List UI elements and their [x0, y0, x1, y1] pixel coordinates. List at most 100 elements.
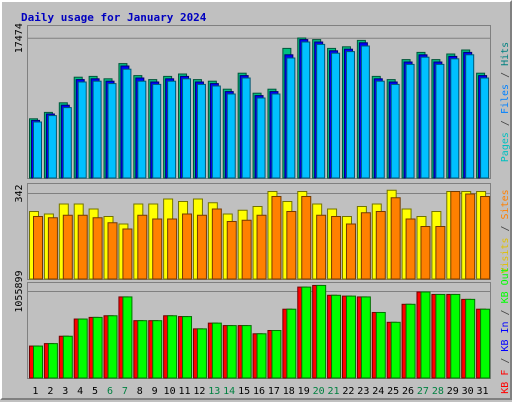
x-tick-label: 19: [298, 386, 310, 397]
bar-middle-sites-20: [316, 214, 327, 280]
bar-top-pages-26: [405, 63, 415, 179]
x-tick-label: 24: [372, 386, 384, 397]
x-tick-label: 26: [402, 386, 414, 397]
bar-top-pages-24: [375, 80, 385, 179]
bar-top-pages-18: [286, 57, 296, 179]
x-tick-label: 29: [447, 386, 459, 397]
legend-entry: Sites: [500, 189, 511, 219]
bar-top-pages-14: [226, 93, 236, 179]
legend-entry: /: [500, 303, 511, 321]
bar-bottom-kb-out-10: [167, 315, 178, 379]
bar-top-pages-2: [47, 115, 57, 179]
bar-top-pages-28: [435, 63, 445, 179]
bar-bottom-kb-out-14: [226, 325, 237, 379]
bar-bottom-kb-out-29: [450, 293, 461, 379]
legend-entry: KB Out: [500, 267, 511, 303]
bar-top-pages-22: [345, 51, 355, 179]
x-tick-label: 27: [417, 386, 429, 397]
bar-bottom-kb-out-7: [122, 296, 133, 379]
bar-top-pages-10: [167, 80, 177, 179]
bar-middle-sites-31: [480, 196, 491, 280]
legend-entry: Pages: [500, 132, 511, 162]
bar-bottom-kb-out-21: [331, 294, 342, 379]
bar-middle-sites-21: [331, 216, 342, 280]
chart-title: Daily usage for January 2024: [21, 11, 207, 24]
bar-middle-sites-1: [33, 216, 43, 280]
bar-bottom-kb-out-26: [405, 303, 416, 379]
bar-top-pages-16: [256, 97, 266, 179]
bar-middle-sites-26: [405, 218, 416, 280]
x-tick-label: 5: [92, 386, 98, 397]
bar-top-pages-27: [420, 56, 430, 179]
max-label-bottom: 1055899: [14, 270, 25, 312]
bar-middle-sites-10: [167, 218, 178, 280]
bar-middle-sites-3: [62, 214, 73, 280]
x-tick-label: 14: [223, 386, 235, 397]
x-tick-label: 22: [342, 386, 354, 397]
legend-entry: Visits: [500, 238, 511, 274]
legend-entry: /: [500, 66, 511, 84]
bar-middle-sites-7: [122, 228, 133, 280]
max-label-middle: 342: [14, 184, 25, 202]
panel-border-bottom: [27, 282, 491, 379]
bar-middle-sites-30: [465, 193, 476, 280]
legend-entry: KB F: [500, 370, 511, 394]
bar-middle-sites-13: [211, 208, 222, 280]
x-tick-label: 11: [178, 386, 190, 397]
x-tick-label: 16: [253, 386, 265, 397]
x-tick-label: 6: [107, 386, 113, 397]
bar-top-pages-12: [196, 83, 206, 179]
x-tick-label: 3: [62, 386, 68, 397]
bar-middle-sites-22: [345, 223, 356, 280]
x-tick-label: 18: [283, 386, 295, 397]
bar-middle-sites-2: [47, 217, 58, 280]
x-tick-label: 23: [357, 386, 369, 397]
bar-top-pages-19: [301, 41, 311, 179]
x-tick-label: 28: [432, 386, 444, 397]
bar-middle-sites-6: [107, 222, 118, 280]
bar-bottom-kb-out-16: [256, 333, 267, 379]
bar-top-pages-30: [465, 54, 475, 179]
x-tick-label: 12: [193, 386, 205, 397]
x-tick-label: 21: [327, 386, 339, 397]
bar-bottom-kb-out-27: [420, 291, 431, 379]
bar-bottom-kb-out-24: [375, 311, 386, 379]
x-tick-label: 25: [387, 386, 399, 397]
legend-entry: /: [500, 352, 511, 370]
bar-top-pages-15: [241, 77, 251, 179]
x-tick-label: 1: [32, 386, 38, 397]
bar-bottom-kb-out-22: [345, 295, 356, 379]
bar-top-pages-25: [390, 83, 400, 179]
x-tick-label: 15: [238, 386, 250, 397]
bar-top-pages-3: [62, 107, 72, 179]
side-label-top: Pages / Files / Hits: [500, 42, 511, 162]
bar-top-pages-20: [316, 43, 326, 179]
bar-top-pages-13: [211, 85, 221, 179]
bar-middle-sites-27: [420, 226, 431, 280]
bar-top-pages-6: [107, 83, 117, 179]
bar-bottom-kb-out-23: [360, 296, 371, 379]
bar-middle-sites-28: [435, 226, 446, 280]
bar-middle-sites-14: [226, 221, 237, 280]
bar-top-pages-21: [331, 52, 341, 179]
x-tick-label: 20: [313, 386, 325, 397]
bar-middle-sites-4: [77, 214, 88, 280]
x-tick-label: 13: [208, 386, 220, 397]
bar-middle-sites-11: [182, 213, 193, 280]
bar-middle-sites-12: [196, 214, 207, 280]
bar-middle-sites-9: [152, 218, 163, 280]
bar-bottom-kb-out-11: [182, 316, 193, 379]
bar-middle-sites-24: [375, 211, 386, 280]
bar-bottom-kb-out-19: [301, 286, 312, 379]
bar-middle-sites-16: [256, 214, 267, 280]
bar-middle-sites-15: [241, 219, 252, 280]
bar-bottom-kb-out-28: [435, 293, 446, 379]
bar-bottom-kb-out-30: [465, 298, 476, 379]
bar-bottom-kb-out-3: [62, 335, 73, 379]
legend-entry: Files: [500, 84, 511, 114]
bar-middle-sites-5: [92, 217, 103, 280]
bar-middle-sites-23: [360, 212, 371, 280]
legend-entry: /: [500, 219, 511, 237]
